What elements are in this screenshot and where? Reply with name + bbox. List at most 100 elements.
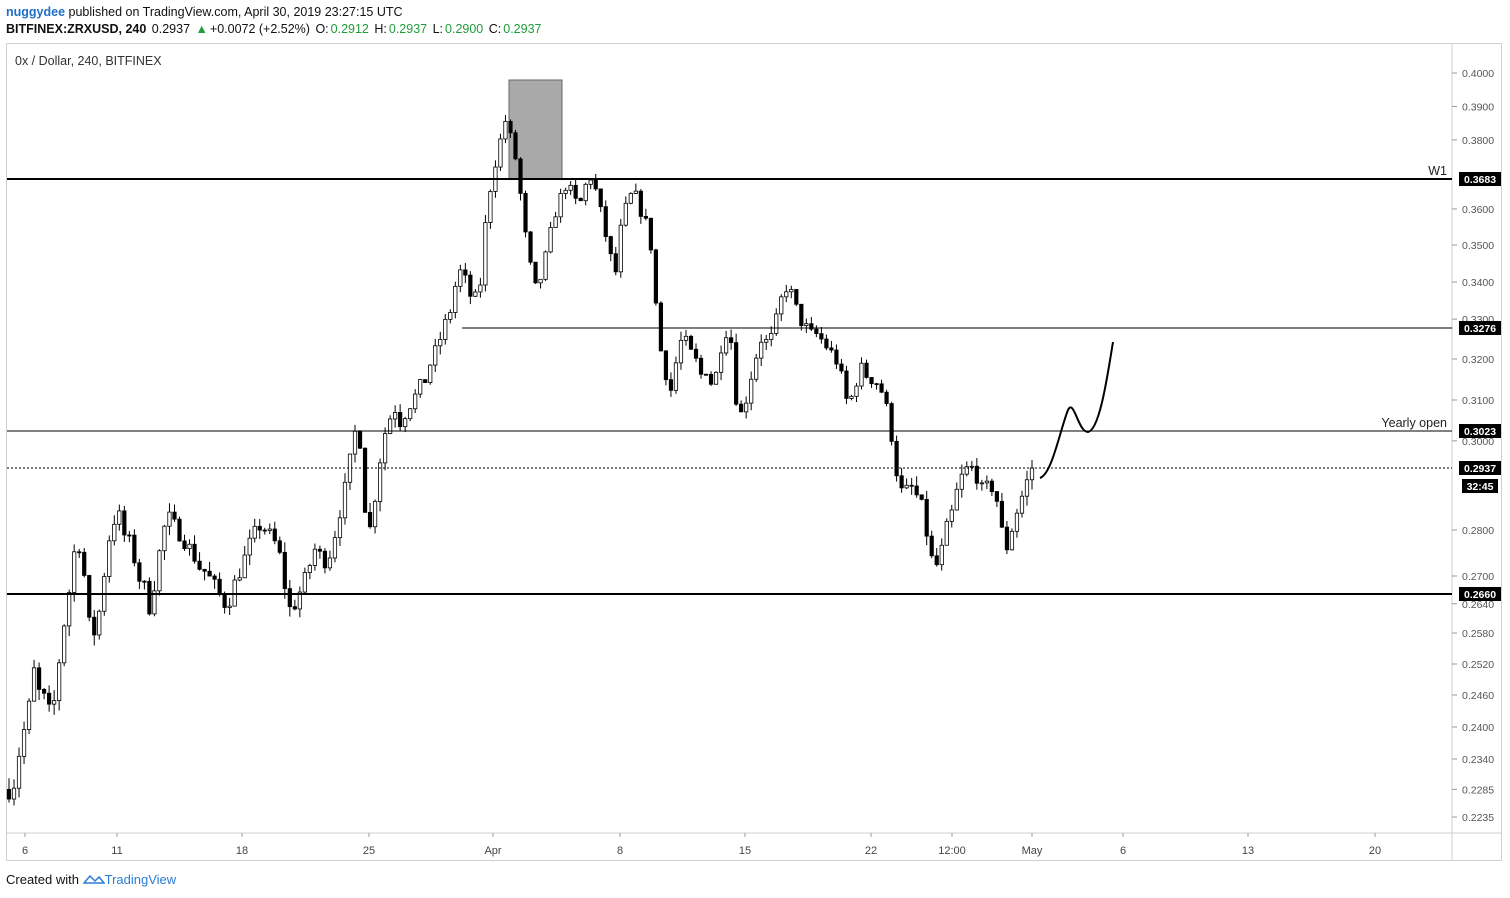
candle-down [367,511,373,528]
x-tick-label: 6 [1120,845,1126,857]
candle-up [1014,512,1020,532]
candle-down [36,667,42,690]
candle-down [282,551,287,590]
candle-up [97,610,102,636]
low-value: 0.2900 [445,22,484,36]
y-tick-label: 0.3500 [1462,240,1494,252]
candle-up [67,592,72,627]
candle-down [794,289,799,305]
candle-down [693,348,699,359]
candle-down [1004,526,1010,551]
author-link[interactable]: nuggydee [6,5,66,19]
candle-up [854,385,859,397]
candle-down [894,440,899,477]
level-price-tag [1459,172,1501,186]
candle-down [127,534,132,537]
level-price-tag [1459,587,1501,601]
candle-up [774,313,779,334]
candle-up [418,379,423,395]
candle-down [197,560,202,570]
candle-down [322,550,328,569]
x-tick-label: 18 [236,845,248,857]
y-tick-label: 0.4000 [1462,68,1494,80]
candle-down [899,475,904,489]
candle-down [317,548,323,552]
candle-down [819,333,824,340]
countdown-tag [1462,479,1498,493]
candle-up [859,362,864,387]
candle-up [403,418,408,428]
symbol-label: BITFINEX:ZRXUSD, 240 [6,22,147,36]
candle-up [408,408,413,420]
y-tick-label: 0.3200 [1462,354,1494,366]
candle-up [779,296,784,315]
candle-down [879,383,884,393]
candle-up [242,554,247,579]
candle-up [187,543,192,550]
candle-up [478,284,483,293]
tradingview-link[interactable]: TradingView [104,872,177,887]
candle-up [1009,530,1015,551]
candle-up [167,511,172,527]
candle-down [608,236,613,255]
candle-up [749,378,754,404]
candle-up [157,550,162,592]
up-arrow-icon: ▲ [195,22,208,36]
candle-up [538,278,543,284]
candle-up [543,251,548,280]
candle-down [147,580,152,615]
candle-up [969,465,974,468]
candle-up [503,120,508,140]
candle-up [383,433,388,464]
candle-down [6,788,12,800]
candle-down [172,511,177,520]
candle-down [814,328,819,335]
candle-up [448,312,453,320]
candle-up [618,224,623,273]
candle-down [909,484,914,487]
candle-up [1019,495,1025,514]
candle-up [26,700,32,730]
candle-up [337,517,343,539]
candle-up [588,179,593,185]
candle-up [162,525,167,552]
candle-up [62,625,67,664]
candle-down [874,383,879,386]
candle-down [643,215,648,219]
candle-up [849,395,854,399]
y-tick-label: 0.3000 [1462,436,1494,448]
candle-down [468,274,473,297]
candle-down [884,391,889,404]
candle-up [393,412,398,420]
candle-up [553,216,558,228]
candle-down [668,379,674,391]
candle-up [327,557,333,569]
footer: Created with TradingView [6,872,176,887]
candle-up [388,418,393,434]
candle-down [824,338,829,349]
candle-up [31,667,37,702]
candle-down [463,269,468,276]
candle-up [568,184,573,191]
candle-up [453,285,458,313]
tradingview-logo-icon [81,874,106,884]
candle-up [944,520,949,546]
close-value: 0.2937 [503,22,542,36]
candle-down [739,403,744,413]
y-tick-label: 0.2340 [1462,754,1494,766]
candle-down [177,518,182,542]
candle-down [192,543,197,562]
candle-down [272,528,277,542]
candle-down [122,510,127,536]
candle-down [994,491,999,502]
candle-down [357,430,363,449]
price-change: +0.0072 (+2.52%) [209,22,310,36]
chart-title: 0x / Dollar, 240, BITFINEX [15,54,162,68]
candle-up [623,202,628,226]
candle-up [312,548,317,566]
y-tick-label: 0.2235 [1462,812,1494,824]
candle-up [954,488,959,511]
candle-up [413,393,418,410]
candle-up [297,591,302,610]
